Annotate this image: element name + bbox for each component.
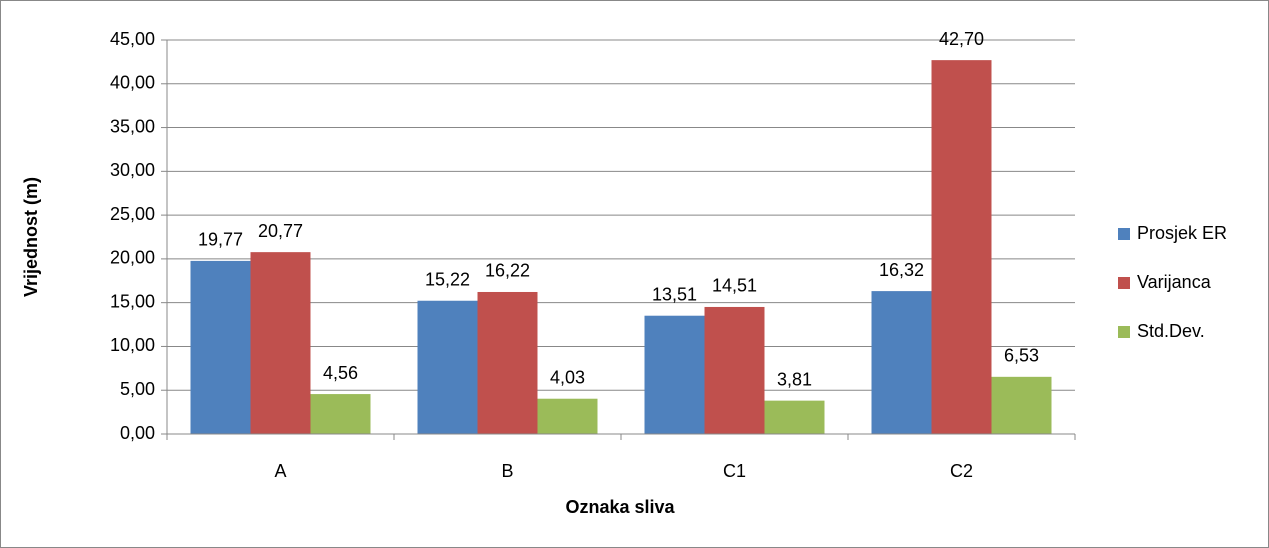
bar	[991, 376, 1052, 434]
y-tick-label: 45,00	[110, 29, 155, 49]
x-tick-label: C1	[723, 461, 746, 481]
y-tick-label: 20,00	[110, 248, 155, 268]
y-tick-label: 5,00	[120, 379, 155, 399]
value-label: 13,51	[652, 284, 697, 304]
bar	[537, 398, 598, 434]
value-label: 20,77	[258, 221, 303, 241]
y-tick-label: 30,00	[110, 160, 155, 180]
bar	[310, 394, 371, 434]
x-tick-label: C2	[950, 461, 973, 481]
bar	[644, 315, 705, 434]
bar	[477, 291, 538, 434]
bar	[704, 306, 765, 434]
bar	[190, 260, 251, 434]
legend-swatch	[1118, 228, 1130, 240]
x-tick-label: B	[501, 461, 513, 481]
legend-swatch	[1118, 277, 1130, 289]
value-label: 6,53	[1004, 346, 1039, 366]
y-tick-label: 40,00	[110, 73, 155, 93]
value-label: 4,03	[550, 367, 585, 387]
value-label: 14,51	[712, 276, 757, 296]
y-tick-label: 0,00	[120, 423, 155, 443]
bar	[250, 252, 311, 434]
x-tick-label: A	[274, 461, 286, 481]
value-label: 3,81	[777, 369, 812, 389]
bar	[931, 60, 992, 434]
bar	[871, 291, 932, 434]
legend-swatch	[1118, 326, 1130, 338]
bar	[417, 300, 478, 434]
legend-label: Std.Dev.	[1137, 321, 1205, 341]
legend-label: Varijanca	[1137, 272, 1212, 292]
bar	[764, 400, 825, 434]
y-tick-label: 35,00	[110, 116, 155, 136]
y-axis-title: Vrijednost (m)	[21, 177, 41, 297]
value-label: 16,32	[879, 260, 924, 280]
y-tick-label: 10,00	[110, 335, 155, 355]
value-label: 19,77	[198, 230, 243, 250]
value-label: 16,22	[485, 261, 530, 281]
value-label: 15,22	[425, 269, 470, 289]
y-tick-label: 15,00	[110, 291, 155, 311]
y-tick-label: 25,00	[110, 204, 155, 224]
x-axis-title: Oznaka sliva	[565, 497, 675, 517]
value-label: 4,56	[323, 363, 358, 383]
value-label: 42,70	[939, 29, 984, 49]
legend-label: Prosjek ER	[1137, 223, 1227, 243]
